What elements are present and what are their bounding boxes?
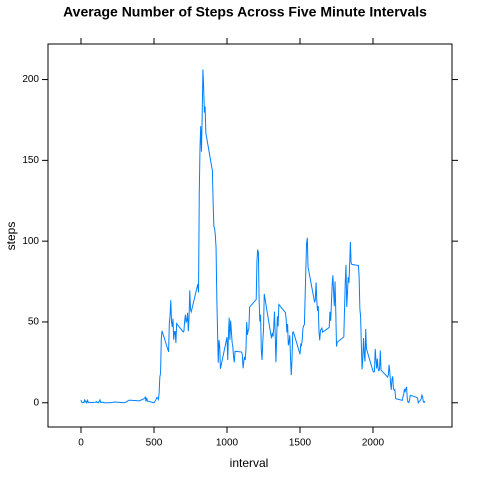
panel-border [47,43,453,428]
y-tick-label: 100 [22,236,39,247]
y-tick-label: 0 [33,397,39,408]
y-axis-label: steps [4,222,18,251]
y-tick-label: 50 [28,317,40,328]
x-tick-label: 0 [78,438,84,449]
x-axis-label: interval [230,456,269,470]
x-tick-label: 500 [146,438,163,449]
chart-title: Average Number of Steps Across Five Minu… [63,4,427,20]
y-tick-label: 150 [22,155,39,166]
data-line [80,69,426,405]
x-tick-label: 1500 [289,438,312,449]
x-tick-label: 2000 [362,438,385,449]
x-tick-label: 1000 [216,438,239,449]
y-tick-label: 200 [22,74,39,85]
